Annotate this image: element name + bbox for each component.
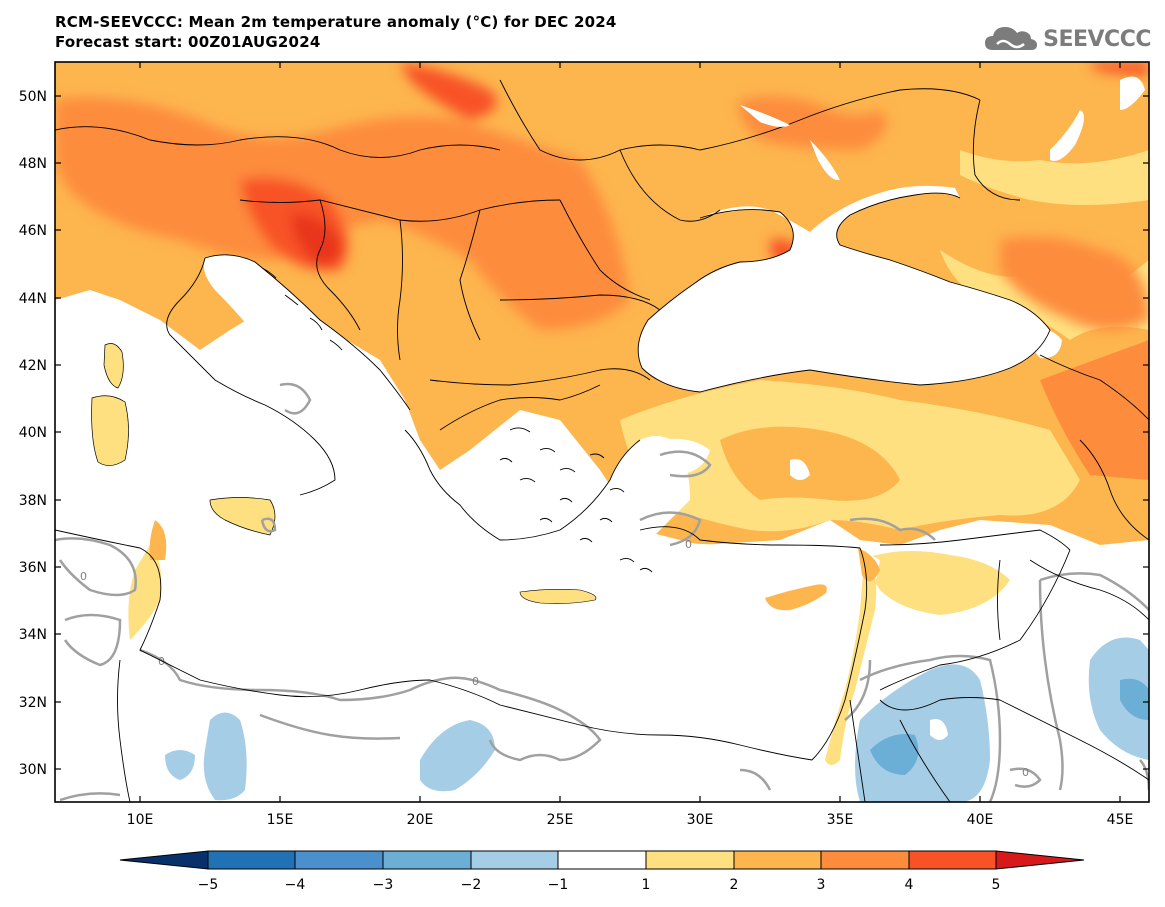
lat-label: 38N [19,493,47,509]
lon-label: 40E [967,812,994,828]
lon-label: 25E [547,812,574,828]
lat-label: 48N [19,156,47,172]
logo-text: SEEVCCC [1043,26,1151,52]
contour-label: 0 [158,655,165,668]
cold-anomaly-field [165,637,1149,802]
colorbar-low-arrow [119,850,209,870]
seevccc-logo: SEEVCCC [983,22,1151,56]
adriatic-sea [203,254,410,415]
mediterranean-sea [55,296,335,530]
contour-label: 0 [80,570,87,583]
lon-label: 15E [267,812,294,828]
colorbar-tick: 1 [642,877,651,893]
colorbar-tick: −1 [548,877,569,893]
lat-label: 36N [19,560,47,576]
lon-label: 10E [127,812,154,828]
coastlines-and-borders [55,79,1149,802]
colorbar-bin [382,850,472,870]
colorbar-bin [908,850,997,870]
corsica [103,343,124,389]
sardinia [91,395,129,466]
lat-label: 50N [19,89,47,105]
zero-contour-lines [55,382,1149,802]
contour-label: 0 [685,538,692,551]
contour-label: 0 [1022,766,1029,779]
lat-label: 30N [19,762,47,778]
title-line-1: RCM-SEEVCCC: Mean 2m temperature anomaly… [55,13,617,31]
colorbar-high-arrow [995,850,1085,870]
colorbar-bin [207,850,296,870]
longitude-axis: 10E 15E 20E 25E 30E 35E 40E 45E [127,62,1134,828]
colorbar-tick: −4 [285,877,306,893]
sicily [209,497,276,536]
zero-contour-labels: 0 0 0 0 0 [80,538,1029,779]
map-title: RCM-SEEVCCC: Mean 2m temperature anomaly… [55,12,617,52]
colorbar-bin [294,850,384,870]
map-field: 0 0 0 0 0 [55,62,1149,802]
lon-label: 20E [407,812,434,828]
colorbar-bin [645,850,735,870]
colorbar: −5 −4 −3 −2 −1 1 2 3 4 5 [119,850,1085,893]
colorbar-bin [470,850,559,870]
colorbar-tick: 2 [730,877,739,893]
colorbar-tick: 5 [992,877,1001,893]
colorbar-bin [557,850,647,870]
lat-label: 34N [19,627,47,643]
lat-label: 46N [19,223,47,239]
lat-label: 42N [19,358,47,374]
colorbar-tick: 3 [817,877,826,893]
colorbar-tick: 4 [905,877,914,893]
contour-label: 0 [472,675,479,688]
lon-label: 45E [1107,812,1134,828]
colorbar-bin [820,850,910,870]
colorbar-bin [733,850,822,870]
lat-label: 44N [19,291,47,307]
title-line-2: Forecast start: 00Z01AUG2024 [55,33,321,51]
colorbar-tick: −3 [373,877,394,893]
lon-label: 30E [687,812,714,828]
latitude-axis: 50N 48N 46N 44N 42N 40N 38N 36N 34N 32N … [19,89,1149,778]
lat-label: 32N [19,695,47,711]
cloud-icon [985,27,1038,50]
cyprus [765,584,827,611]
colorbar-tick: −5 [198,877,219,893]
lat-label: 40N [19,425,47,441]
colorbar-tick: −2 [461,877,482,893]
lon-label: 35E [827,812,854,828]
crete [519,589,597,604]
